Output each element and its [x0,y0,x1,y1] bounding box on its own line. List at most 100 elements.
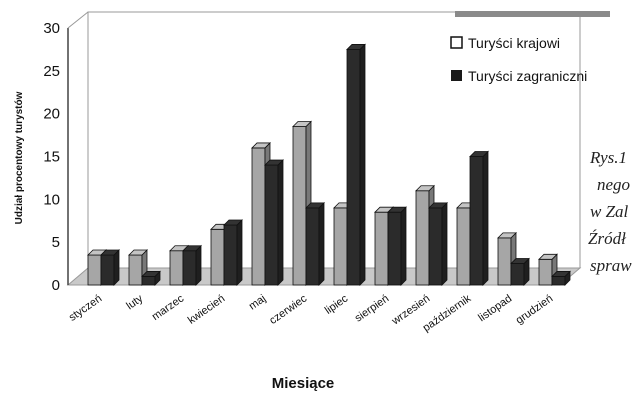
bar-side-1-5 [318,201,325,286]
bar-front-0-1 [128,254,143,286]
bar-1-6 [346,43,366,286]
bar-top-1-7 [387,206,407,213]
bar-top-1-5 [305,202,325,209]
bar-side-1-9 [482,150,489,286]
bar-top-0-11 [538,253,558,260]
bar-front-1-6 [346,49,361,286]
bar-top-1-8 [428,202,448,209]
bar-top-1-11 [551,271,571,277]
bar-front-0-7 [374,211,389,286]
x-tick-label-3: kwiecień [186,293,227,327]
bar-top-1-1 [141,271,161,277]
bar-top-1-6 [346,44,366,50]
legend-label-krajowi: Turyści krajowi [468,35,560,51]
bar-front-1-0 [100,254,115,286]
x-tick-label-0: styczeń [67,293,104,324]
bar-front-1-3 [223,224,238,286]
x-tick-label-6: lipiec [323,292,351,316]
x-tick-label-10: listopad [476,293,514,325]
bar-front-1-1 [141,276,156,286]
bar-1-5 [305,201,325,286]
x-tick-label-1: luty [124,292,145,312]
x-tick-label-5: czerwiec [267,292,309,327]
bar-1-9 [469,150,489,286]
bar-top-0-4 [251,142,271,149]
bar-front-0-2 [169,250,184,286]
x-axis-label: Miesiące [272,375,335,392]
legend: Turyści krajowi Turyści zagraniczni [450,35,587,84]
bar-top-0-10 [497,232,517,239]
bar-front-0-6 [333,207,348,286]
y-tick-label-5: 25 [43,63,60,80]
bar-0-1 [128,249,148,286]
bar-top-0-8 [415,185,435,192]
chart-left-wall-top [67,11,89,29]
bar-1-7 [387,206,407,286]
bar-1-11 [551,270,571,286]
bar-side-1-8 [441,201,448,286]
bar-1-4 [264,159,284,286]
bar-front-0-0 [87,254,102,286]
y-tick-label-4: 20 [43,106,60,123]
bar-top-0-1 [128,249,148,256]
bar-1-3 [223,219,243,286]
bars-group [87,43,571,286]
bar-side-1-3 [236,219,243,286]
bar-front-0-9 [456,207,471,286]
y-tick-label-3: 15 [43,149,60,166]
bar-1-0 [100,249,120,286]
bar-side-1-0 [113,249,120,286]
legend-top-bar [455,11,610,17]
bar-top-1-3 [223,219,243,226]
bar-side-1-7 [400,206,407,286]
bar-front-1-8 [428,207,443,286]
y-tick-label-0: 0 [52,277,60,294]
bar-1-1 [141,270,161,286]
bar-1-2 [182,244,202,286]
caption-line-1: Rys.1 [589,148,627,167]
bar-side-1-6 [359,43,366,286]
bar-side-1-4 [277,159,284,286]
bar-top-1-10 [510,258,530,264]
y-tick-label-6: 30 [43,20,60,37]
bar-front-0-5 [292,126,307,286]
bar-top-1-0 [100,249,120,256]
bar-front-1-11 [551,276,566,286]
figure-caption: Rys.1 nego w Zal Źródł spraw [588,148,632,275]
legend-swatch-zagraniczni [451,70,462,81]
caption-line-3: w Zal [590,202,629,221]
bar-side-1-2 [195,244,202,286]
bar-top-0-5 [292,121,312,127]
bar-1-10 [510,257,530,286]
caption-line-5: spraw [590,256,632,275]
x-tick-label-2: marzec [150,292,187,323]
bar-front-0-8 [415,190,430,286]
bar-front-1-5 [305,207,320,286]
caption-line-2: nego [597,175,630,194]
bar-top-1-4 [264,159,284,166]
bar-front-1-7 [387,211,402,286]
y-tick-labels: 0 5 10 15 20 25 30 [43,20,60,294]
bar-front-0-4 [251,147,266,286]
x-tick-label-4: maj [247,293,268,313]
legend-swatch-krajowi [450,36,463,49]
bar-front-0-11 [538,258,553,286]
bar-front-1-4 [264,164,279,286]
bar-top-1-9 [469,151,489,157]
y-tick-label-1: 5 [52,234,60,251]
legend-label-zagraniczni: Turyści zagraniczni [468,68,587,84]
bar-front-0-10 [497,237,512,286]
y-tick-label-2: 10 [43,191,60,208]
y-axis-label: Udział procentowy turystów [14,91,25,224]
x-tick-labels: styczeń luty marzec kwiecień maj czerwiec lipi… [67,292,555,334]
x-tick-label-11: grudzień [514,293,555,327]
bar-front-1-2 [182,250,197,286]
bar-front-0-3 [210,228,225,286]
bar-front-1-10 [510,263,525,286]
bar-front-1-9 [469,156,484,286]
bar-top-1-2 [182,245,202,252]
bar-1-8 [428,201,448,286]
x-tick-label-7: sierpień [353,293,391,325]
